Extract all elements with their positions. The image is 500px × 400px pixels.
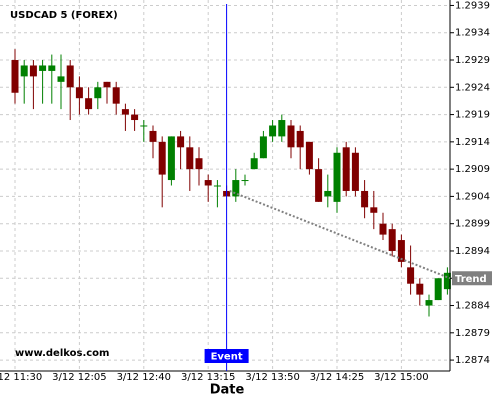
y-tick-label: 1.2879: [455, 328, 490, 339]
candle-body: [379, 223, 387, 235]
candle-body: [112, 87, 120, 104]
candle-body: [204, 180, 212, 186]
y-tick-label: 1.2939: [455, 0, 490, 11]
candle-body: [158, 141, 166, 175]
candle-body: [20, 65, 28, 77]
candle-body: [296, 130, 304, 148]
candle-body: [29, 65, 37, 77]
y-tick-label: 1.2909: [455, 164, 490, 175]
x-tick-label: 3/12 12:40: [117, 372, 171, 383]
candle-body: [250, 158, 258, 170]
candle-body: [333, 152, 341, 202]
candle-body: [287, 125, 295, 148]
candle-body: [232, 180, 240, 197]
event-label-box: [204, 349, 249, 363]
marks: [11, 49, 451, 317]
y-tick-label: 1.2924: [455, 82, 490, 93]
candle-body: [39, 65, 47, 71]
candle-body: [370, 207, 378, 213]
candle-body: [85, 98, 93, 110]
candle-body: [140, 125, 148, 127]
x-tick-label: 3/12 11:30: [0, 372, 42, 383]
y-tick-label: 1.2894: [455, 246, 490, 257]
candle-body: [259, 136, 267, 159]
candle-body: [149, 130, 157, 142]
candle-body: [167, 136, 175, 181]
candle-body: [324, 190, 332, 197]
trend-label-box: [452, 271, 492, 286]
trend-label: Trend: [455, 274, 487, 285]
candle-body: [131, 114, 139, 121]
trend-line: [229, 190, 451, 280]
candle-body: [434, 278, 442, 301]
candle-body: [94, 87, 102, 99]
candle-body: [75, 87, 83, 99]
grid: [0, 0, 450, 371]
candle-body: [186, 147, 194, 170]
candle-body: [351, 152, 359, 191]
candle-body: [48, 65, 56, 71]
candle-body: [397, 240, 405, 262]
x-tick-label: 3/12 14:25: [310, 372, 364, 383]
candle-body: [443, 272, 451, 290]
candle-body: [315, 169, 323, 202]
y-tick-label: 1.2934: [455, 28, 490, 39]
candle-body: [213, 185, 221, 187]
candle-body: [195, 158, 203, 170]
y-tick-label: 1.2914: [455, 137, 490, 148]
candle-body: [416, 283, 424, 295]
y-tick-label: 1.2874: [455, 355, 490, 366]
y-tick-label: 1.2899: [455, 219, 490, 230]
candle-body: [66, 65, 74, 88]
watermark: www.delkos.com: [15, 348, 109, 359]
candle-body: [388, 229, 396, 251]
y-tick-label: 1.2929: [455, 55, 490, 66]
candle-body: [342, 147, 350, 191]
candle-body: [11, 60, 19, 93]
candle-body: [241, 180, 249, 182]
candle-body: [425, 300, 433, 306]
candle-body: [103, 81, 111, 88]
event-label: Event: [211, 352, 243, 363]
candle-body: [57, 76, 65, 82]
candle-body: [269, 125, 277, 137]
candle-body: [121, 109, 129, 115]
candle-body: [278, 120, 286, 137]
x-tick-label: 3/12 15:00: [374, 372, 428, 383]
x-axis-label: Date: [210, 383, 245, 398]
x-tick-label: 3/12 13:50: [245, 372, 299, 383]
candle-body: [177, 136, 185, 148]
candle-body: [407, 267, 415, 284]
x-tick-label: 3/12 12:05: [52, 372, 106, 383]
y-tick-label: 1.2919: [455, 110, 490, 121]
candle-body: [361, 190, 369, 208]
candle-body: [305, 141, 313, 170]
x-tick-label: 3/12 13:15: [181, 372, 235, 383]
y-tick-label: 1.2904: [455, 191, 490, 202]
chart-title: USDCAD 5 (FOREX): [10, 10, 118, 21]
y-tick-label: 1.2884: [455, 301, 490, 312]
